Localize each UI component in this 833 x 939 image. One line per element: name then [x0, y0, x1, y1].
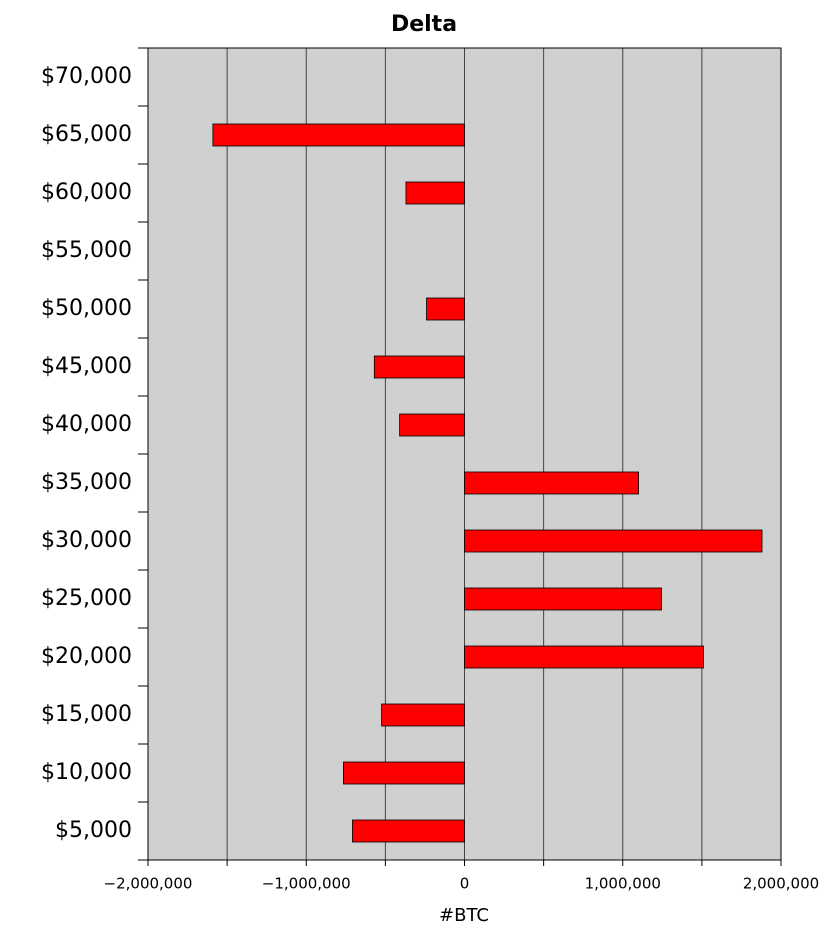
y-tick-label: $10,000 — [41, 760, 132, 785]
bar — [352, 819, 465, 843]
y-tick-label: $65,000 — [41, 122, 132, 147]
x-axis-label: #BTC — [439, 905, 489, 926]
bar — [212, 123, 465, 147]
bar — [464, 471, 639, 495]
bar — [426, 297, 465, 321]
y-tick-label: $5,000 — [55, 818, 132, 843]
x-tick-label: 1,000,000 — [585, 875, 661, 893]
y-tick-label: $25,000 — [41, 586, 132, 611]
x-tick-label: 2,000,000 — [743, 875, 819, 893]
x-tick-label: 0 — [460, 875, 470, 893]
y-tick-label: $70,000 — [41, 64, 132, 89]
y-tick-label: $20,000 — [41, 644, 132, 669]
y-tick-label: $60,000 — [41, 180, 132, 205]
bar — [464, 529, 763, 553]
y-tick-label: $40,000 — [41, 412, 132, 437]
y-tick-label: $30,000 — [41, 528, 132, 553]
y-tick-label: $15,000 — [41, 702, 132, 727]
bar — [464, 645, 704, 669]
x-tick-label: −1,000,000 — [262, 875, 351, 893]
y-tick-label: $45,000 — [41, 354, 132, 379]
plot-border — [147, 47, 782, 861]
y-tick-label: $35,000 — [41, 470, 132, 495]
bar — [373, 355, 465, 379]
x-tick-label: −2,000,000 — [104, 875, 193, 893]
bar — [464, 587, 662, 611]
y-tick-label: $50,000 — [41, 296, 132, 321]
chart-title: Delta — [391, 12, 457, 37]
bar — [399, 413, 465, 437]
bar — [343, 761, 465, 785]
bar — [405, 181, 465, 205]
bar — [381, 703, 465, 727]
y-tick-label: $55,000 — [41, 238, 132, 263]
